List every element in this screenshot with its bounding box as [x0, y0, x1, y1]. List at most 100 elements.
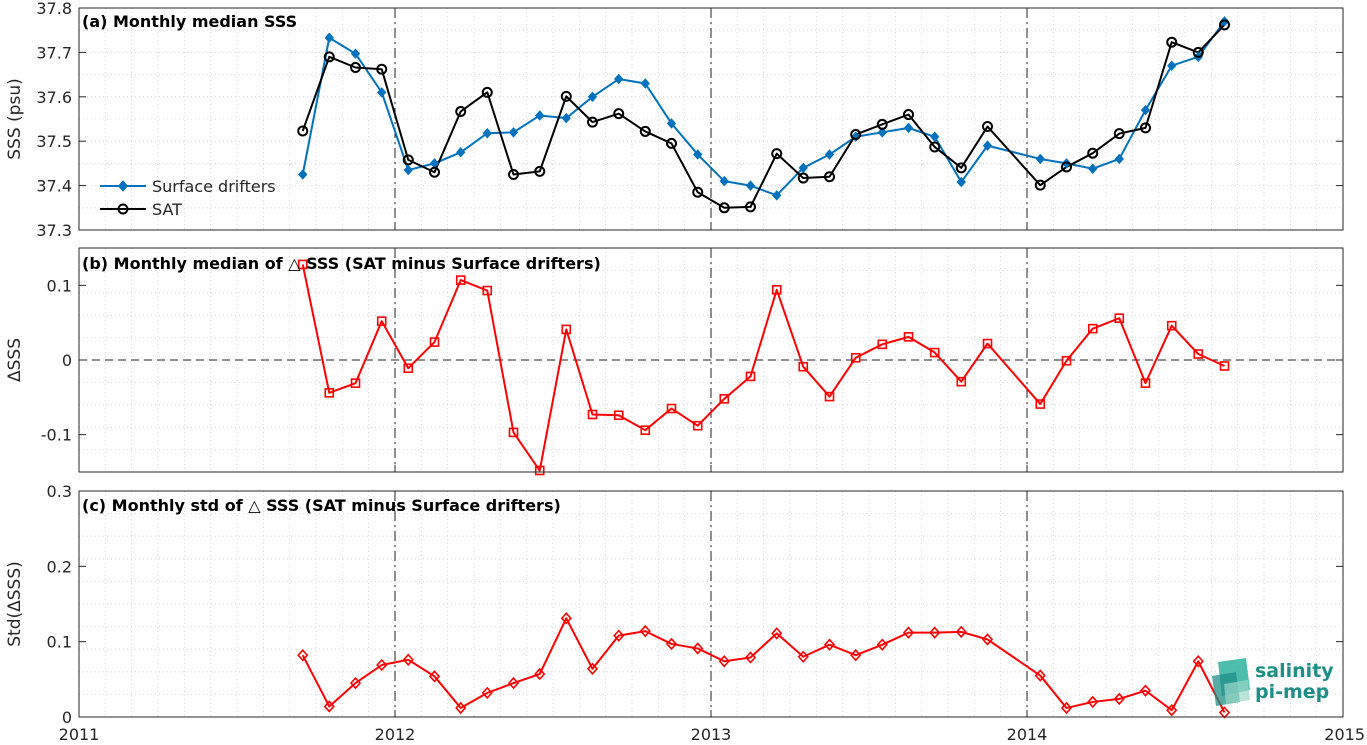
panel-a-series-0-point	[1140, 104, 1151, 116]
panel-b-series-0-point	[1193, 349, 1204, 359]
panel-a-series-1-point	[797, 172, 809, 184]
panel-b-series-0-point	[376, 316, 387, 326]
panel-b-series-0-point	[455, 275, 466, 285]
panel-a-series-1-point	[297, 125, 309, 137]
panel-b-series-0-point	[324, 388, 335, 398]
panel-a-ytick-label: 37.6	[36, 88, 72, 107]
panel-a-series-1-point	[429, 166, 440, 178]
panel-c-series-0-point	[613, 629, 625, 642]
panel-a-series-0-point	[903, 122, 914, 134]
panel-b-series-0-point	[692, 420, 703, 431]
panel-b-ytick-label: 0.1	[47, 276, 72, 295]
panel-c-series-0-point	[1139, 684, 1152, 697]
panel-a-series-0-point	[1035, 153, 1045, 165]
panel-a-series-1-point	[534, 165, 546, 177]
panel-a-series-1-point	[1140, 122, 1151, 134]
panel-b-series-0-point	[297, 259, 308, 270]
panel-a-series-0-point	[508, 127, 519, 138]
panel-a-series-0-point	[930, 131, 940, 143]
panel-b-series-0-point	[561, 324, 572, 335]
panel-a-series-1-point	[508, 169, 519, 180]
legend: Surface drifters SAT	[100, 177, 276, 219]
panel-a-series-0-point	[745, 180, 756, 191]
panel-c-series-0-point	[560, 612, 572, 625]
panel-b-series-0-point	[1035, 399, 1046, 409]
panel-a-ytick-label: 37.3	[36, 221, 72, 240]
panel-a-series-1-point	[613, 108, 625, 120]
panel-c-series-0-point	[534, 667, 546, 681]
panel-a-series-1-point	[1061, 161, 1072, 173]
panel-c-series-0-point	[1166, 704, 1178, 717]
panel-a-series-1-point	[402, 154, 414, 166]
panel-a-series-1-point	[1166, 36, 1178, 48]
panel-a-series-0-point	[640, 78, 650, 89]
xtick-label: 2013	[691, 725, 732, 744]
panel-c-series-0-point	[481, 686, 493, 700]
panel-c-series-0-point	[586, 662, 599, 675]
panel-a-series-1-point	[1192, 46, 1204, 58]
panel-a-series-1-point	[666, 137, 677, 149]
panel-a-ytick-label: 37.5	[36, 132, 72, 151]
panel-a-series-0-point	[587, 91, 598, 103]
salinity-pi-mep-logo: salinity pi-mep	[1212, 658, 1334, 706]
panel-a-series-0-point	[1088, 163, 1098, 174]
panel-c-series-0-point	[823, 638, 836, 651]
panel-c-series-0-point	[718, 655, 730, 668]
panel-c-ylabel: Std(ΔSSS)	[5, 561, 25, 647]
panel-b-series-0-point	[956, 376, 967, 387]
panel-b-series-0-point	[771, 285, 782, 295]
panel-a-series-1-point	[876, 118, 888, 130]
panel-b-series-0-point	[929, 347, 940, 358]
panel-c-series-0-point	[402, 653, 414, 666]
panel-b-series-0-point	[613, 410, 624, 421]
panel-a-series-0-point	[719, 175, 729, 187]
panel-a-ylabel: SSS (psu)	[5, 78, 25, 159]
panel-b: (b) Monthly median of △ SSS (SAT minus S…	[5, 247, 1344, 476]
logo-text-line2: pi-mep	[1255, 681, 1329, 703]
panel-a-series-0-point	[1167, 60, 1177, 71]
panel-b-series-0-point	[403, 363, 414, 374]
panel-b-series-0-point	[745, 371, 756, 382]
panel-c-series-0-point	[876, 638, 888, 651]
legend-label-drifters: Surface drifters	[152, 177, 276, 196]
panel-c-series-0-point	[902, 626, 915, 639]
panel-b-series-0-point	[1166, 320, 1177, 331]
panel-a-series-0-point	[693, 149, 703, 160]
panel-a-series-0-point	[350, 48, 361, 59]
panel-a-ytick-label: 37.7	[36, 43, 72, 62]
panel-c-series-0-point	[744, 651, 757, 664]
panel-c-series-0-point	[797, 650, 809, 663]
panel-c-ytick-label: 0	[62, 708, 72, 727]
panel-c-series-0-point	[349, 676, 362, 690]
panel-a-series-1-point	[455, 105, 467, 117]
legend-label-sat: SAT	[152, 200, 182, 219]
logo-text-line1: salinity	[1255, 660, 1334, 682]
panel-a-series-0-point	[403, 164, 413, 176]
panel-a-series-1-point	[639, 125, 651, 137]
panel-a-series-0-point	[824, 149, 835, 160]
panel-a-title: (a) Monthly median SSS	[82, 12, 297, 31]
logo-emblem-icon	[1212, 658, 1250, 706]
panel-a-series-0-point	[1114, 153, 1124, 165]
panel-a-series-0-point	[298, 169, 308, 180]
panel-b-series-0-line	[301, 264, 1225, 472]
panel-c-series-0-point	[692, 642, 704, 655]
panel-b-series-0-point	[666, 403, 677, 414]
panel-c-series-0-point	[1113, 692, 1125, 706]
panel-b-series-0-point	[1219, 361, 1230, 371]
panel-c-series-0-point	[376, 658, 388, 672]
panel-b-series-0-point	[640, 425, 651, 435]
legend-marker-sat	[117, 203, 129, 215]
panel-b-series-0-point	[877, 339, 888, 350]
panel-b-series-0-point	[482, 285, 493, 296]
panel-c-series-0-point	[771, 627, 783, 640]
panel-c-series-0-point	[1034, 669, 1046, 682]
panel-a-series-1-point	[982, 121, 993, 133]
panel-c-series-0-point	[455, 701, 467, 715]
panel-a-series-0-point	[535, 110, 545, 121]
panel-c-series-0-point	[507, 676, 520, 690]
panel-a-series-1-point	[323, 51, 335, 63]
panel-c-series-0-line	[301, 617, 1226, 713]
xtick-label: 2014	[1007, 725, 1048, 744]
